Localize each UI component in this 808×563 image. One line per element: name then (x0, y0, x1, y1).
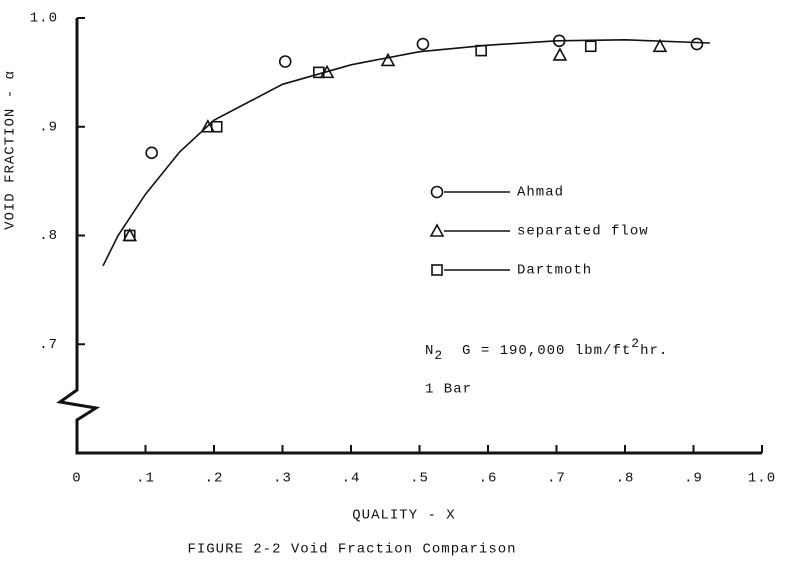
annotation: N2 G = 190,000 lbm/ft2hr. (425, 336, 668, 363)
data-point (123, 229, 136, 242)
x-tick-label: .2 (205, 471, 224, 487)
data-point (145, 146, 158, 160)
x-tick-label: .1 (136, 471, 155, 487)
data-point (475, 44, 487, 57)
x-tick-label: .6 (479, 471, 498, 487)
x-tick-label: .9 (684, 471, 703, 487)
annotation: 1 Bar (425, 382, 472, 398)
x-tick-label: .3 (273, 471, 292, 487)
y-tick-label: .8 (39, 228, 58, 244)
x-tick-label: .7 (547, 471, 566, 487)
annotation-part: G = 190,000 lbm/ft (443, 343, 631, 359)
annotation-part: hr. (640, 343, 668, 359)
x-tick-label: .8 (616, 471, 635, 487)
fit-curve (102, 38, 710, 267)
data-point (584, 40, 597, 53)
data-point (380, 52, 396, 67)
y-tick-label: .7 (39, 337, 58, 353)
data-point (200, 119, 216, 133)
annotation-part: N (425, 343, 434, 359)
data-point (690, 37, 704, 51)
legend-marker (430, 185, 444, 199)
x-tick-label: 1.0 (748, 471, 776, 487)
chart-title: FIGURE 2-2 Void Fraction Comparison (187, 542, 516, 558)
data-point (278, 55, 292, 68)
data-point (552, 47, 568, 61)
x-tick-label: .4 (342, 471, 361, 487)
data-point (210, 120, 223, 133)
x-tick-label: .5 (410, 471, 429, 487)
data-point (313, 66, 325, 79)
annotation-part: 2 (631, 336, 640, 351)
legend-marker (429, 223, 445, 237)
data-point (652, 38, 668, 53)
annotation-part: 2 (434, 348, 443, 363)
y-axis-label: VOID FRACTION - α (3, 70, 19, 230)
y-tick-label: .9 (39, 119, 58, 135)
x-tick-label: 0 (72, 471, 81, 487)
legend-label: Ahmad (517, 185, 564, 201)
legend-label: separated flow (517, 224, 649, 240)
legend-marker (431, 264, 443, 276)
data-point (416, 37, 430, 51)
data-point (552, 34, 566, 48)
legend-label: Dartmoth (517, 263, 592, 279)
x-axis-label: QUALITY - X (352, 508, 455, 524)
y-tick-label: 1.0 (30, 11, 58, 27)
